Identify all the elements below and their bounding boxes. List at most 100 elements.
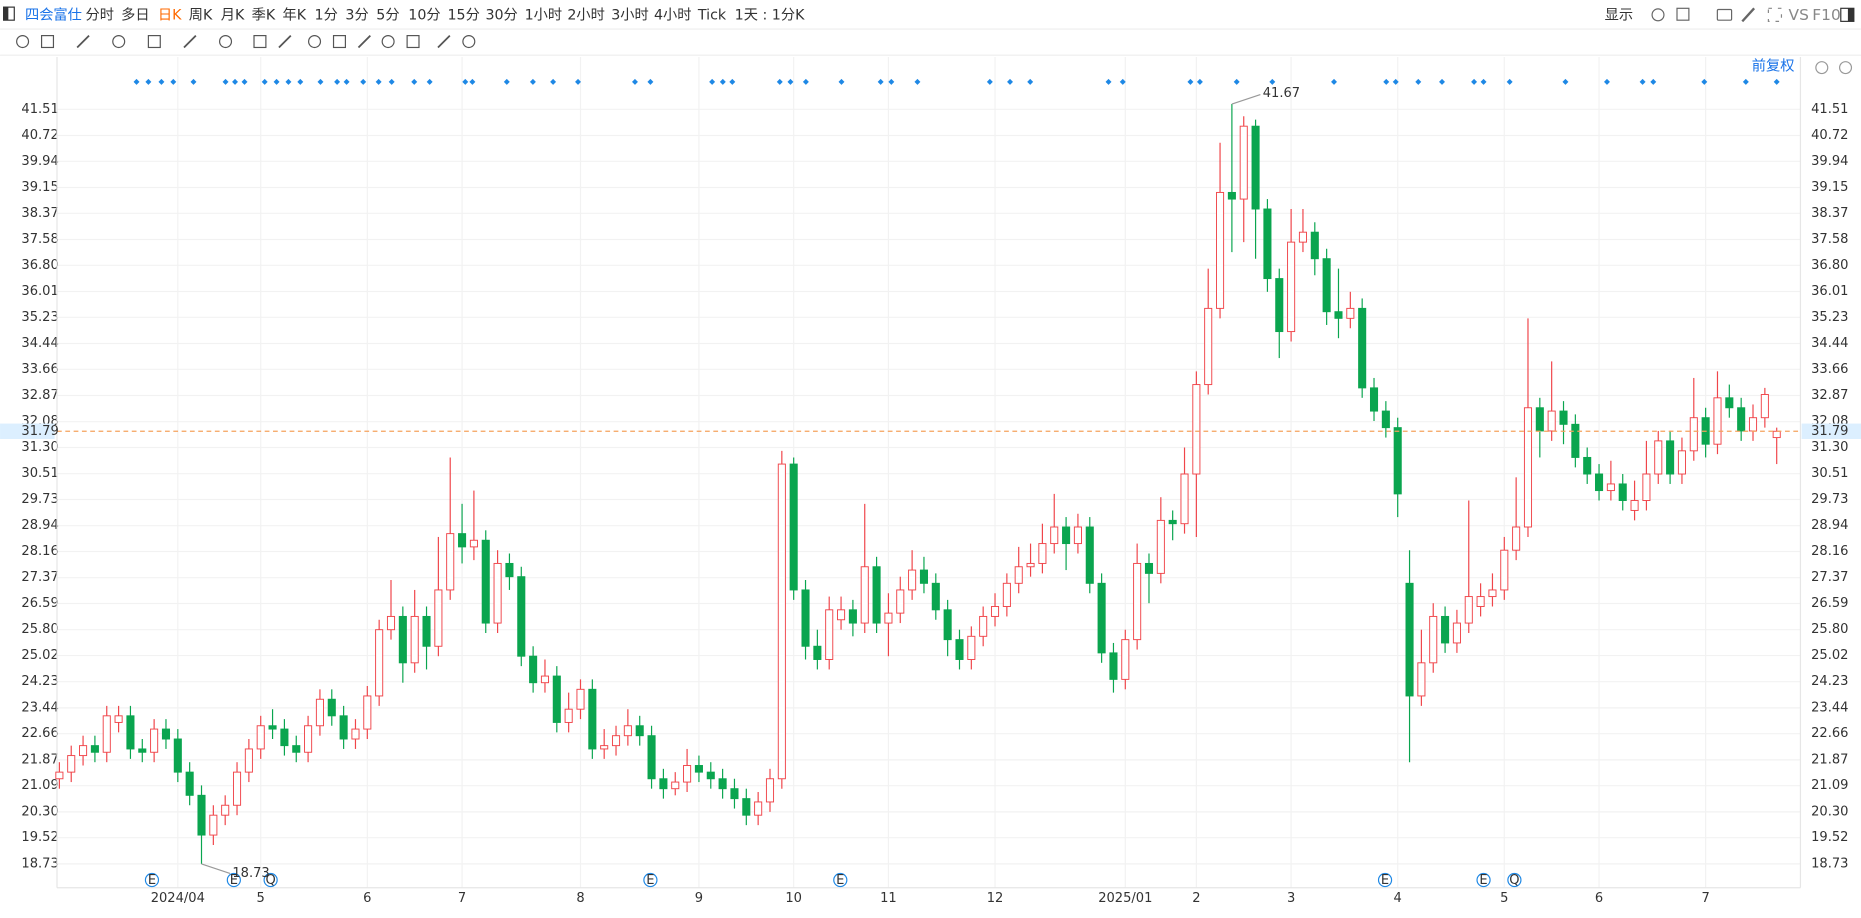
adjust-mode[interactable]: 前复权: [1752, 56, 1795, 74]
event-marker[interactable]: [426, 78, 433, 85]
event-marker[interactable]: [158, 78, 165, 85]
event-badge[interactable]: [144, 872, 160, 888]
period-tab[interactable]: 30分: [485, 6, 517, 23]
event-marker[interactable]: [261, 78, 268, 85]
period-tab[interactable]: Tick: [697, 7, 727, 23]
event-marker[interactable]: [709, 78, 716, 85]
period-tab[interactable]: 日K: [158, 7, 182, 23]
event-marker[interactable]: [1233, 78, 1240, 85]
event-marker[interactable]: [1480, 78, 1487, 85]
event-marker[interactable]: [343, 78, 350, 85]
tool-icon[interactable]: [76, 34, 90, 49]
vs-button[interactable]: VS: [1789, 6, 1809, 24]
period-tab[interactable]: 季K: [252, 6, 276, 23]
event-marker[interactable]: [1471, 78, 1478, 85]
tool-icon[interactable]: [183, 34, 197, 49]
event-marker[interactable]: [375, 78, 382, 85]
tool-icon[interactable]: [381, 35, 395, 49]
event-marker[interactable]: [914, 78, 921, 85]
event-badge[interactable]: [1476, 872, 1491, 888]
event-badge[interactable]: [643, 872, 658, 888]
event-marker[interactable]: [222, 78, 229, 85]
period-tab[interactable]: 月K: [221, 7, 245, 23]
event-marker[interactable]: [1196, 78, 1203, 85]
event-marker[interactable]: [1650, 78, 1657, 85]
event-marker[interactable]: [145, 78, 152, 85]
event-marker[interactable]: [503, 78, 510, 85]
event-marker[interactable]: [1742, 78, 1749, 85]
event-marker[interactable]: [529, 78, 536, 85]
event-marker[interactable]: [1007, 78, 1013, 85]
period-tab[interactable]: 分时: [85, 6, 113, 23]
event-badge[interactable]: [1507, 872, 1522, 888]
fullscreen-icon[interactable]: [1767, 7, 1783, 22]
event-marker[interactable]: [1604, 78, 1610, 85]
symbol[interactable]: 四会富仕: [25, 5, 82, 23]
period-tab[interactable]: 4小时: [654, 6, 692, 23]
period-tab[interactable]: 多日: [121, 6, 149, 23]
event-badge[interactable]: [833, 872, 848, 888]
tool-icon[interactable]: [253, 35, 267, 49]
event-marker[interactable]: [388, 78, 395, 85]
f10-button[interactable]: F10: [1812, 6, 1840, 24]
event-marker[interactable]: [1119, 78, 1126, 85]
event-marker[interactable]: [133, 78, 140, 85]
period-tab[interactable]: 年K: [282, 6, 306, 23]
period-tab[interactable]: 1分: [315, 6, 338, 23]
event-badge[interactable]: [1377, 872, 1393, 888]
period-tab[interactable]: 15分: [447, 6, 479, 23]
event-marker[interactable]: [241, 78, 248, 85]
event-marker[interactable]: [550, 78, 557, 85]
event-marker[interactable]: [232, 78, 238, 85]
event-marker[interactable]: [285, 78, 292, 85]
event-marker[interactable]: [462, 78, 469, 85]
zoom-icon[interactable]: [1815, 61, 1829, 75]
tool-icon[interactable]: [437, 34, 451, 49]
tool-icon[interactable]: [462, 35, 476, 49]
event-marker[interactable]: [1701, 78, 1708, 85]
display-menu[interactable]: 显示: [1605, 7, 1633, 23]
event-marker[interactable]: [776, 78, 783, 85]
event-marker[interactable]: [1506, 78, 1513, 85]
period-tab[interactable]: 2小时: [567, 6, 605, 23]
period-tab[interactable]: 3小时: [611, 6, 649, 23]
event-marker[interactable]: [360, 78, 367, 85]
period-tab[interactable]: 1小时: [525, 6, 563, 23]
event-marker[interactable]: [1331, 78, 1337, 85]
event-marker[interactable]: [575, 78, 581, 85]
tool-icon[interactable]: [112, 35, 126, 49]
tool-icon[interactable]: [147, 35, 161, 49]
event-marker[interactable]: [888, 78, 895, 85]
tool-icon[interactable]: [40, 35, 55, 49]
event-marker[interactable]: [190, 78, 197, 85]
event-marker[interactable]: [1639, 78, 1646, 85]
event-marker[interactable]: [729, 78, 736, 85]
event-marker[interactable]: [170, 78, 177, 85]
tool-icon[interactable]: [357, 34, 371, 49]
pen-icon[interactable]: [1741, 7, 1756, 23]
event-marker[interactable]: [647, 78, 654, 85]
event-marker[interactable]: [1269, 78, 1276, 85]
period-tab[interactable]: 5分: [376, 6, 399, 23]
event-marker[interactable]: [719, 78, 726, 85]
event-marker[interactable]: [469, 78, 476, 85]
event-marker[interactable]: [1027, 78, 1034, 85]
event-marker[interactable]: [1105, 78, 1112, 85]
event-marker[interactable]: [1392, 78, 1399, 85]
period-tab[interactable]: 10分: [408, 6, 440, 23]
camera-icon[interactable]: [1716, 8, 1733, 21]
period-tab[interactable]: 周K: [189, 7, 213, 23]
zoom-icon[interactable]: [1839, 61, 1853, 75]
period-tab[interactable]: 3分: [345, 6, 368, 23]
tool-icon[interactable]: [332, 35, 346, 49]
event-marker[interactable]: [1415, 78, 1422, 85]
event-marker[interactable]: [1562, 78, 1569, 85]
event-badge[interactable]: [226, 872, 241, 888]
tool-icon[interactable]: [406, 35, 420, 49]
event-marker[interactable]: [411, 78, 418, 85]
event-marker[interactable]: [1383, 78, 1390, 85]
event-marker[interactable]: [273, 78, 280, 85]
event-marker[interactable]: [317, 78, 324, 85]
event-marker[interactable]: [838, 78, 845, 85]
tool-icon[interactable]: [219, 35, 233, 49]
